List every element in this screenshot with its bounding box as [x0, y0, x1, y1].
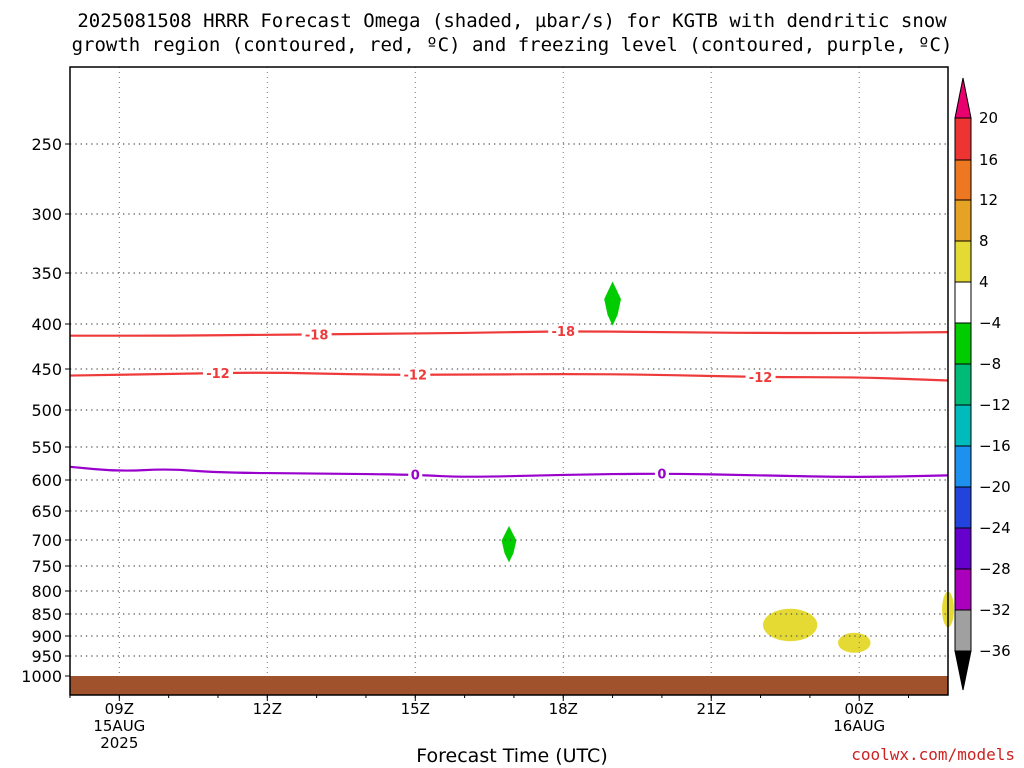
contour-label-bg	[301, 327, 332, 342]
source-credit[interactable]: coolwx.com/models	[851, 745, 1015, 764]
x-tick-year: 2025	[100, 734, 138, 752]
plot-area	[70, 67, 948, 695]
contour-label: -12	[404, 369, 428, 384]
colorbar-label: −16	[979, 437, 1011, 455]
colorbar-label: 12	[979, 191, 998, 209]
y-tick-label: 650	[31, 502, 62, 521]
colorbar-label: 4	[979, 273, 989, 291]
y-tick-label: 1000	[21, 667, 62, 686]
colorbar-label: −8	[979, 355, 1001, 373]
omega-area-0	[604, 281, 621, 326]
contour-label: -12	[206, 367, 230, 382]
y-tick-label: 350	[31, 264, 62, 283]
colorbar-segment	[954, 486, 972, 529]
colorbar-segment	[954, 117, 972, 161]
y-tick-label: 250	[31, 135, 62, 154]
contour-label: -12	[749, 371, 773, 386]
contour-label-bg	[202, 366, 233, 381]
x-tick-label: 12Z	[253, 700, 282, 718]
colorbar-bottom-arrow	[954, 650, 972, 691]
x-tick-label: 15Z	[401, 700, 430, 718]
x-axis-title: Forecast Time (UTC)	[416, 745, 608, 767]
colorbar-segment	[954, 363, 972, 406]
chart-title-line-2: growth region (contoured, red, ºC) and f…	[71, 34, 953, 56]
colorbar-segment	[954, 199, 972, 242]
contour-label: 0	[411, 469, 420, 484]
colorbar-segment	[954, 568, 972, 611]
colorbar-segment	[954, 445, 972, 488]
contour-line--18	[70, 330, 949, 337]
contour-label: 0	[657, 467, 666, 482]
x-tick-label: 09Z	[105, 700, 134, 718]
contour-label-bg	[745, 370, 776, 385]
y-tick-label: 550	[31, 438, 62, 457]
x-tick-label: 18Z	[549, 700, 578, 718]
colorbar-label: −12	[979, 396, 1011, 414]
colorbar-top-arrow	[954, 77, 972, 119]
contour-line-0	[69, 465, 949, 478]
colorbar-label: −4	[979, 314, 1001, 332]
y-tick-label: 700	[31, 531, 62, 550]
colorbar-segment	[954, 281, 972, 324]
contour-label: -18	[552, 325, 576, 340]
contour-label-bg	[400, 367, 431, 382]
chart-title-line-1: 2025081508 HRRR Forecast Omega (shaded, …	[77, 10, 947, 32]
colorbar-segment	[954, 159, 972, 201]
colorbar-label: 8	[979, 232, 989, 250]
colorbar-label: −20	[979, 478, 1011, 496]
x-tick-date: 15AUG	[93, 717, 145, 735]
colorbar-label: −32	[979, 601, 1011, 619]
y-tick-label: 750	[31, 557, 62, 576]
y-tick-label: 600	[31, 471, 62, 490]
colorbar-label: 20	[979, 109, 998, 127]
colorbar-label: −24	[979, 519, 1011, 537]
x-tick-date: 16AUG	[833, 717, 885, 735]
plot-frame	[69, 66, 949, 696]
y-tick-label: 850	[31, 605, 62, 624]
colorbar-segment	[954, 609, 972, 652]
y-tick-label: 500	[31, 401, 62, 420]
colorbar-segment	[954, 322, 972, 365]
contour-label-bg	[408, 467, 423, 482]
x-tick-label: 00Z	[845, 700, 874, 718]
ground-surface	[70, 676, 948, 695]
y-tick-label: 450	[31, 360, 62, 379]
y-tick-label: 950	[31, 647, 62, 666]
colorbar-segment	[954, 527, 972, 570]
contour-label: -18	[305, 328, 329, 343]
colorbar-label: −28	[979, 560, 1011, 578]
omega-area-3	[838, 632, 871, 653]
y-tick-label: 400	[31, 315, 62, 334]
contour-label-bg	[654, 466, 669, 481]
colorbar-label: −36	[979, 642, 1011, 660]
colorbar-label: 16	[979, 151, 998, 169]
x-tick-label: 21Z	[697, 700, 726, 718]
contour-label-bg	[548, 324, 579, 339]
y-tick-label: 900	[31, 627, 62, 646]
colorbar-segment	[954, 240, 972, 283]
omega-area-2	[763, 608, 818, 642]
y-tick-label: 800	[31, 582, 62, 601]
colorbar-segment	[954, 404, 972, 447]
y-tick-label: 300	[31, 205, 62, 224]
omega-area-1	[501, 525, 517, 563]
